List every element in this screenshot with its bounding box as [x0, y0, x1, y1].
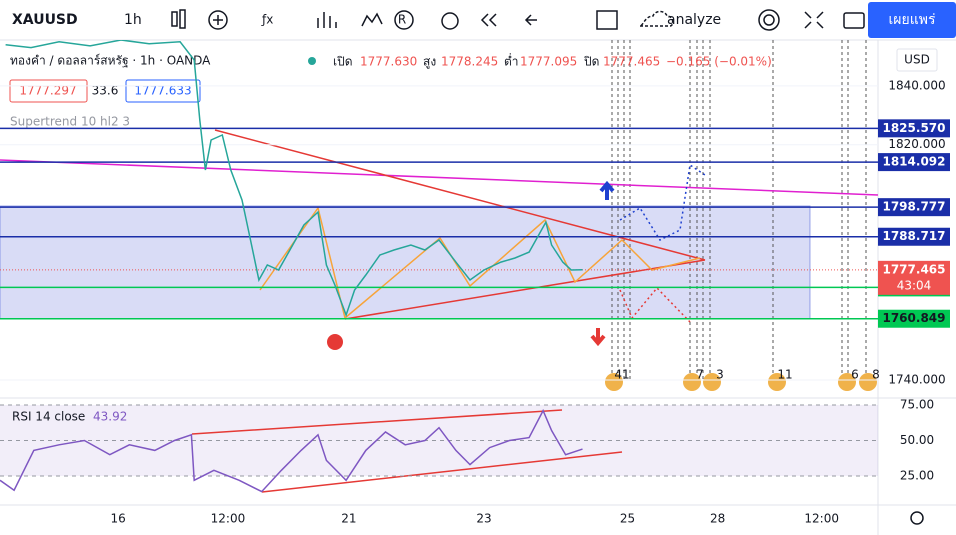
last-price-label: 1777.465	[882, 262, 945, 276]
event-badge[interactable]	[859, 373, 877, 391]
x-tick-label: 28	[710, 512, 725, 526]
level-label: 1798.777	[882, 200, 945, 214]
y-tick-label: 50.00	[900, 433, 934, 447]
low-label: ต่ำ	[504, 53, 519, 69]
x-tick-label: 25	[620, 512, 635, 526]
toolbar	[0, 0, 956, 40]
open-value: 1777.630	[360, 55, 417, 69]
event-icon[interactable]	[327, 334, 343, 350]
settings-icon[interactable]	[910, 511, 924, 525]
currency[interactable]: USD	[904, 53, 930, 67]
level-label-box	[878, 119, 950, 138]
level-label: 1760.849	[882, 311, 945, 325]
event-badge[interactable]	[605, 373, 623, 391]
event-badge[interactable]	[703, 373, 721, 391]
countdown: 43:04	[897, 278, 932, 292]
y-tick-label: 1820.000	[888, 137, 945, 151]
event-count: 41	[614, 368, 629, 382]
toolbar-icons[interactable]	[171, 9, 865, 31]
event-count: 11	[777, 368, 792, 382]
event-badge[interactable]	[838, 373, 856, 391]
price-line	[5, 40, 583, 318]
range-box	[0, 205, 811, 320]
last-price-box	[878, 260, 950, 295]
change: −0.165 (−0.01%)	[666, 55, 772, 69]
x-tick-label: 21	[341, 512, 356, 526]
rsi-value: 43.92	[93, 410, 127, 424]
symbol[interactable]: XAUUSD	[12, 12, 78, 28]
symbol-name: ทองคำ / ดอลลาร์สหรัฐ · 1h · OANDA	[10, 54, 211, 68]
event-count: 6	[851, 368, 859, 382]
bid[interactable]: 1777.297	[19, 84, 76, 98]
drawings	[0, 129, 878, 347]
icon-fx[interactable]: ƒx	[261, 13, 273, 27]
level-label: 1825.570	[882, 121, 945, 135]
close-label: ปิด	[583, 55, 599, 69]
x-tick-label: 16	[111, 512, 126, 526]
event-count: 7	[696, 368, 704, 382]
level-label: 1814.092	[882, 155, 945, 169]
event-count: 8	[872, 368, 880, 382]
status-dot	[308, 57, 316, 65]
event-lines	[611, 40, 867, 380]
level-label-box	[878, 227, 950, 246]
y-tick-label: 75.00	[900, 397, 934, 411]
close-value: 1777.465	[603, 55, 660, 69]
currency-box[interactable]	[896, 48, 938, 72]
y-tick-label: 1840.000	[888, 78, 945, 92]
level-label-box	[878, 198, 950, 217]
spread: 33.6	[92, 84, 119, 98]
icon-r[interactable]: R	[398, 13, 406, 27]
interval[interactable]: 1h	[124, 12, 142, 28]
publish-button[interactable]	[868, 2, 956, 38]
y-tick-label: 1740.000	[888, 373, 945, 387]
publish-label[interactable]: เผยแพร่	[889, 12, 936, 28]
high-label: สูง	[423, 55, 436, 70]
rsi-trendlines	[191, 409, 623, 493]
high-value: 1778.245	[441, 55, 498, 69]
x-tick-label: 12:00	[804, 512, 839, 526]
level-label: 1788.717	[882, 229, 945, 243]
price-line	[0, 408, 583, 493]
analyze-button[interactable]: analyze	[667, 12, 721, 28]
ask[interactable]: 1777.633	[134, 84, 191, 98]
event-badge[interactable]	[683, 373, 701, 391]
y-tick-label: 25.00	[900, 469, 934, 483]
x-tick-label: 12:00	[211, 512, 246, 526]
event-count: 3	[716, 368, 724, 382]
rsi-title: RSI 14 close	[12, 410, 85, 424]
level-label-box	[878, 153, 950, 172]
x-tick-label: 23	[476, 512, 491, 526]
low-value: 1777.095	[520, 55, 577, 69]
level-label-box	[878, 309, 950, 328]
open-label: เปิด	[333, 55, 353, 69]
indicator-name: Supertrend 10 hl2 3	[10, 115, 130, 129]
event-badge[interactable]	[768, 373, 786, 391]
